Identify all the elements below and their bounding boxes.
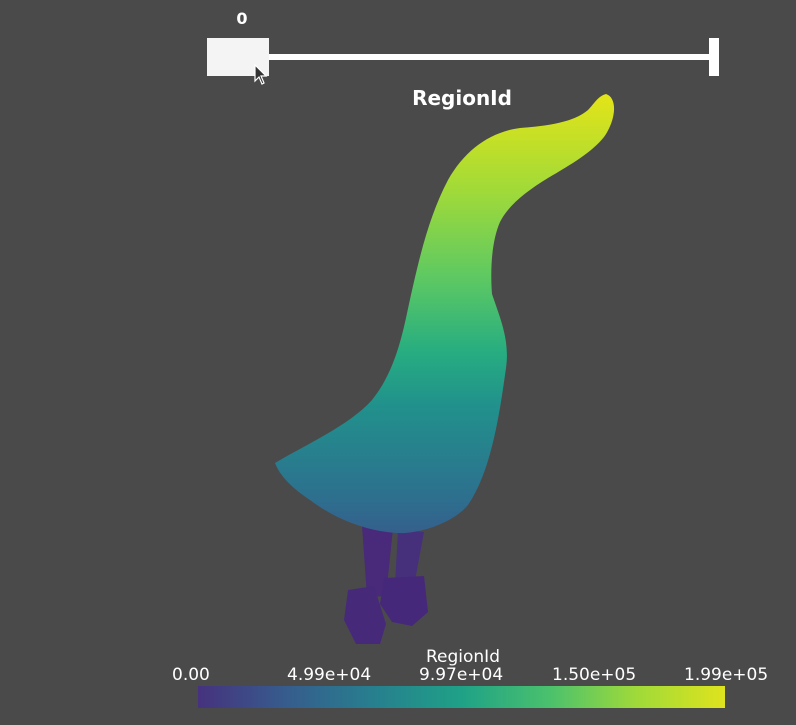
colorbar-tick-label: 1.50e+05: [552, 665, 637, 685]
duck-body: [275, 94, 615, 534]
slider-value-label: 0: [236, 9, 248, 28]
colorbar-tick-label: 9.97e+04: [419, 665, 504, 685]
mouse-pointer-icon: [254, 64, 268, 85]
colorbar-tick-label: 0.00: [172, 665, 210, 685]
colorbar-tick-label: 4.99e+04: [287, 665, 372, 685]
colorbar-tick-label: 1.99e+05: [684, 665, 769, 685]
duck-foot-left: [344, 586, 386, 644]
slider-end-cap[interactable]: [709, 38, 719, 76]
colorbar: [198, 686, 725, 708]
colorbar-title: RegionId: [425, 647, 500, 667]
duck-leg-right: [395, 530, 424, 586]
slider-track[interactable]: [266, 54, 712, 60]
scene-title: RegionId: [412, 86, 512, 110]
duck-foot-right: [380, 576, 428, 626]
